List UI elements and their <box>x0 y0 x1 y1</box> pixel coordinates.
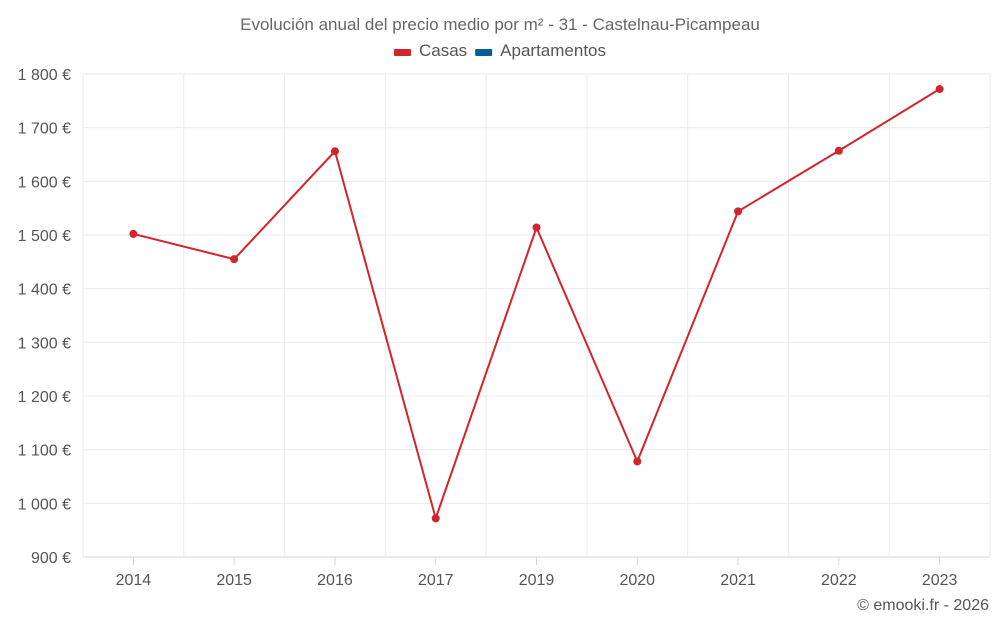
legend-label: Apartamentos <box>500 41 606 60</box>
y-tick-label: 1 700 € <box>18 121 71 138</box>
y-tick-label: 1 000 € <box>18 496 71 513</box>
data-point[interactable] <box>230 255 238 263</box>
y-tick-label: 1 600 € <box>18 174 71 191</box>
credit-text: © emooki.fr - 2026 <box>857 597 989 614</box>
data-point[interactable] <box>835 147 843 155</box>
data-point[interactable] <box>633 457 641 465</box>
y-tick-label: 1 100 € <box>18 443 71 460</box>
x-tick-label: 2023 <box>922 572 958 589</box>
y-tick-label: 1 800 € <box>18 67 71 84</box>
x-tick-label: 2015 <box>216 572 252 589</box>
axes: 900 € 1 000 € 1 100 € 1 200 € 1 300 € 1 400 €… <box>18 67 958 589</box>
data-point[interactable] <box>533 223 541 231</box>
legend-swatch <box>394 49 411 56</box>
data-point[interactable] <box>432 514 440 522</box>
series-layer <box>129 85 943 522</box>
y-tick-label: 1 200 € <box>18 389 71 406</box>
x-tick-label: 2019 <box>519 572 555 589</box>
x-tick-label: 2021 <box>720 572 756 589</box>
legend-item-apartamentos[interactable]: Apartamentos <box>475 41 606 60</box>
y-tick-label: 1 300 € <box>18 335 71 352</box>
grid <box>83 74 990 557</box>
data-point[interactable] <box>936 85 944 93</box>
x-tick-label: 2020 <box>619 572 655 589</box>
legend-item-casas[interactable]: Casas <box>394 41 467 60</box>
x-tick-label: 2017 <box>418 572 454 589</box>
legend: Casas Apartamentos <box>394 41 606 60</box>
data-point[interactable] <box>734 207 742 215</box>
legend-swatch <box>475 49 492 56</box>
y-tick-label: 1 400 € <box>18 282 71 299</box>
line-chart: Evolución anual del precio medio por m² … <box>0 0 1000 625</box>
legend-label: Casas <box>419 41 467 60</box>
data-point[interactable] <box>331 147 339 155</box>
x-tick-label: 2016 <box>317 572 353 589</box>
x-tick-label: 2014 <box>116 572 152 589</box>
series-line-casas <box>133 89 939 518</box>
data-point[interactable] <box>129 230 137 238</box>
y-tick-label: 900 € <box>31 550 71 567</box>
y-tick-label: 1 500 € <box>18 228 71 245</box>
x-tick-label: 2022 <box>821 572 857 589</box>
chart-title: Evolución anual del precio medio por m² … <box>240 15 760 34</box>
